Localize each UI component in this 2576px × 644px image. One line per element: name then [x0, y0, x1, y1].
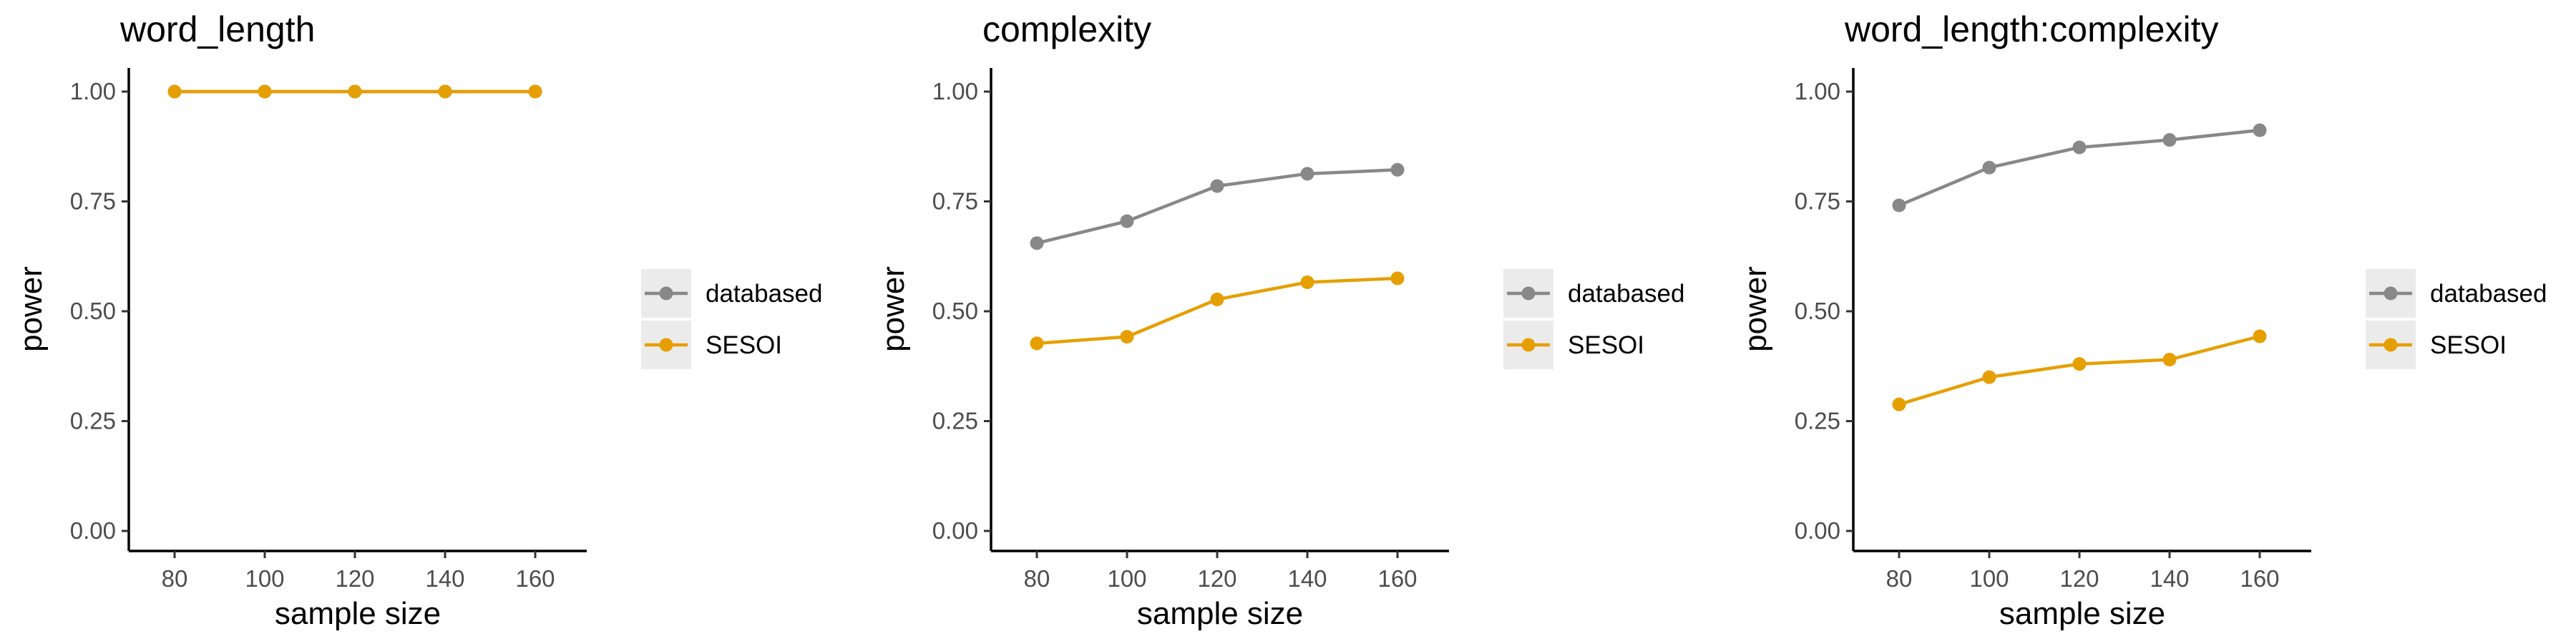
- y-tick-label: 0.00: [70, 517, 116, 544]
- y-tick-label: 0.75: [70, 188, 116, 215]
- chart-title: complexity: [982, 9, 1151, 49]
- chart-panel-1: word_length 0.00 0.25 0.50 0.75 1.00 80 100 120 1…: [14, 9, 822, 631]
- x-tick-label: 80: [1024, 565, 1050, 592]
- y-tick-label: 0.50: [1795, 298, 1840, 324]
- y-tick-label: 0.25: [1795, 408, 1840, 434]
- x-tick-label: 80: [1886, 565, 1913, 592]
- data-point-SESOI: [2253, 329, 2267, 343]
- data-point-SESOI: [1120, 330, 1134, 344]
- data-point-databased: [1030, 236, 1044, 250]
- x-tick-label: 140: [1287, 565, 1327, 592]
- x-tick-label: 160: [515, 565, 555, 592]
- y-tick-label: 0.75: [1795, 188, 1840, 215]
- chart-panel-2: complexity 0.00 0.25 0.50 0.75 1.00 80 100 120 14…: [876, 9, 1684, 631]
- y-tick-label: 1.00: [932, 78, 978, 104]
- y-tick-label: 1.00: [1795, 78, 1840, 104]
- legend-label-databased: databased: [2430, 280, 2547, 308]
- legend: databased SESOI: [1503, 269, 1684, 369]
- x-tick-label: 140: [425, 565, 464, 592]
- data-point-databased: [1892, 198, 1906, 213]
- data-point-SESOI: [2162, 353, 2177, 367]
- y-axis-title: power: [876, 266, 911, 352]
- series-SESOI: [167, 84, 542, 99]
- data-point-databased: [1120, 214, 1134, 228]
- y-tick-label: 0.25: [70, 408, 116, 434]
- y-tick-label: 0.00: [932, 517, 978, 544]
- data-point-SESOI: [1982, 370, 1996, 384]
- x-tick-label: 120: [2059, 565, 2099, 592]
- series-SESOI: [1892, 329, 2267, 411]
- x-tick-label: 80: [162, 565, 188, 592]
- y-tick-label: 0.75: [932, 188, 978, 215]
- legend-label-SESOI: SESOI: [2430, 331, 2507, 359]
- data-point-SESOI: [528, 84, 542, 99]
- data-point-SESOI: [1210, 292, 1224, 306]
- series-SESOI: [1030, 271, 1405, 351]
- data-point-SESOI: [1390, 271, 1405, 286]
- data-point-databased: [2253, 123, 2267, 137]
- y-tick-label: 0.25: [932, 408, 978, 434]
- legend-key-point: [1521, 338, 1536, 352]
- series-databased: [1030, 162, 1405, 250]
- x-axis-title: sample size: [1137, 596, 1303, 631]
- chart-title: word_length:complexity: [1844, 9, 2219, 49]
- series-databased: [1892, 123, 2267, 213]
- data-point-SESOI: [258, 84, 272, 99]
- x-tick-label: 100: [1107, 565, 1146, 592]
- x-axis-title: sample size: [1999, 596, 2165, 631]
- x-tick-label: 100: [1969, 565, 2009, 592]
- y-tick-label: 1.00: [70, 78, 116, 104]
- y-tick-label: 0.00: [1795, 517, 1840, 544]
- data-point-databased: [1210, 179, 1224, 193]
- legend-key-point: [659, 338, 673, 352]
- data-point-databased: [2162, 133, 2177, 147]
- y-tick-label: 0.50: [70, 298, 116, 324]
- data-point-databased: [2072, 140, 2087, 155]
- data-point-SESOI: [1300, 275, 1314, 289]
- x-tick-label: 120: [1197, 565, 1236, 592]
- legend-key-point: [1521, 286, 1536, 301]
- legend-key-point: [2384, 286, 2398, 301]
- legend: databased SESOI: [641, 269, 822, 369]
- legend-label-databased: databased: [706, 280, 822, 308]
- data-point-SESOI: [2072, 357, 2087, 371]
- data-point-SESOI: [438, 84, 452, 99]
- legend-key-point: [659, 286, 673, 301]
- legend-key-point: [2384, 338, 2398, 352]
- x-tick-label: 100: [245, 565, 284, 592]
- x-axis-title: sample size: [275, 596, 441, 631]
- x-tick-label: 120: [335, 565, 374, 592]
- y-tick-label: 0.50: [932, 298, 978, 324]
- data-point-SESOI: [1892, 397, 1906, 411]
- chart-panel-3: word_length:complexity 0.00 0.25 0.50 0.75 1.…: [1738, 9, 2547, 631]
- x-tick-label: 160: [1377, 565, 1417, 592]
- legend-label-SESOI: SESOI: [706, 331, 782, 359]
- x-tick-label: 140: [2150, 565, 2189, 592]
- legend-label-SESOI: SESOI: [1568, 331, 1644, 359]
- legend: databased SESOI: [2366, 269, 2547, 369]
- y-axis-title: power: [14, 266, 49, 352]
- data-point-databased: [1982, 160, 1996, 175]
- series-line-SESOI: [1036, 276, 1398, 346]
- y-axis-title: power: [1738, 266, 1773, 352]
- legend-label-databased: databased: [1568, 280, 1684, 308]
- chart-title: word_length: [119, 9, 315, 49]
- data-point-SESOI: [1030, 336, 1044, 351]
- data-point-SESOI: [167, 84, 182, 99]
- x-tick-label: 160: [2240, 565, 2279, 592]
- data-point-databased: [1300, 167, 1314, 181]
- data-point-databased: [1390, 162, 1405, 177]
- data-point-SESOI: [348, 84, 362, 99]
